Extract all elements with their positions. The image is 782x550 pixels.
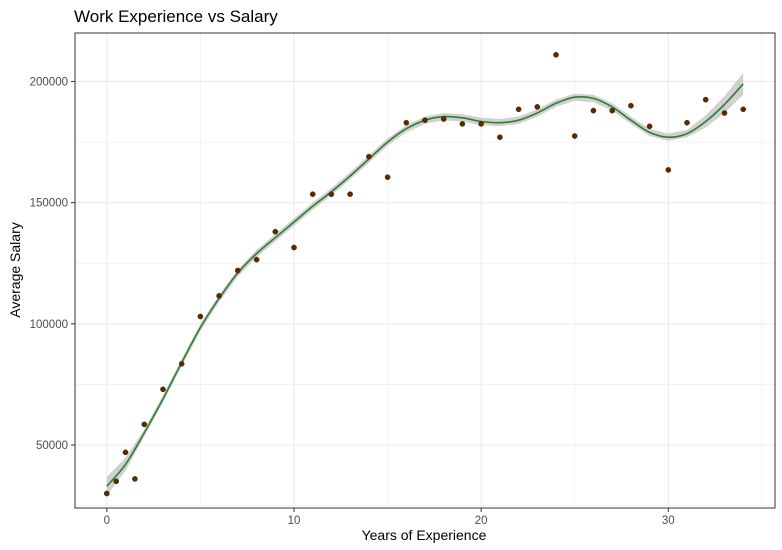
data-point [440, 116, 447, 122]
panel-border [74, 32, 776, 509]
data-point [160, 386, 166, 393]
data-point [366, 153, 372, 160]
x-tick-label: 30 [662, 515, 675, 527]
data-point [309, 191, 316, 197]
data-point [740, 106, 747, 113]
data-point [478, 121, 484, 127]
data-point [272, 228, 279, 235]
data-point [347, 191, 353, 197]
data-point [665, 167, 672, 173]
x-tick-label: 0 [104, 515, 110, 527]
data-point [122, 449, 129, 456]
data-point [132, 476, 138, 482]
data-point [104, 490, 110, 497]
data-point [403, 119, 410, 126]
y-tick-label: 200000 [30, 76, 68, 88]
y-tick-label: 100000 [30, 319, 68, 331]
grid-minor [75, 33, 775, 508]
data-point [721, 110, 728, 116]
y-axis: 50000 100000 150000 200000 [30, 76, 75, 452]
data-point [234, 267, 241, 274]
x-axis-title: Years of Experience [362, 527, 487, 543]
data-point [422, 117, 428, 123]
data-point [328, 191, 335, 197]
data-point [113, 478, 119, 485]
data-point [571, 133, 578, 139]
x-tick-label: 10 [288, 515, 301, 527]
plot-panel [75, 33, 775, 508]
data-point [253, 256, 260, 263]
y-axis-title: Average Salary [7, 222, 23, 317]
data-point [702, 96, 709, 103]
data-point [384, 174, 391, 180]
data-point [497, 134, 503, 140]
grid-major [75, 33, 775, 508]
x-axis: 0 10 20 30 [104, 508, 675, 527]
chart-title: Work Experience vs Salary [74, 7, 278, 26]
data-point [197, 313, 204, 320]
data-point [684, 119, 690, 126]
data-point [459, 121, 466, 127]
data-point [628, 102, 634, 109]
data-point [609, 107, 616, 114]
data-point [291, 244, 297, 251]
data-point [178, 360, 185, 367]
x-tick-label: 20 [475, 515, 488, 527]
y-tick-label: 150000 [30, 198, 68, 210]
data-point [216, 293, 222, 299]
data-point [515, 106, 522, 113]
data-point [141, 421, 148, 428]
y-tick-label: 50000 [36, 440, 68, 452]
data-point [590, 107, 597, 114]
data-point [553, 52, 559, 58]
data-point [534, 104, 541, 110]
data-point [646, 123, 653, 130]
points-layer [104, 52, 747, 497]
